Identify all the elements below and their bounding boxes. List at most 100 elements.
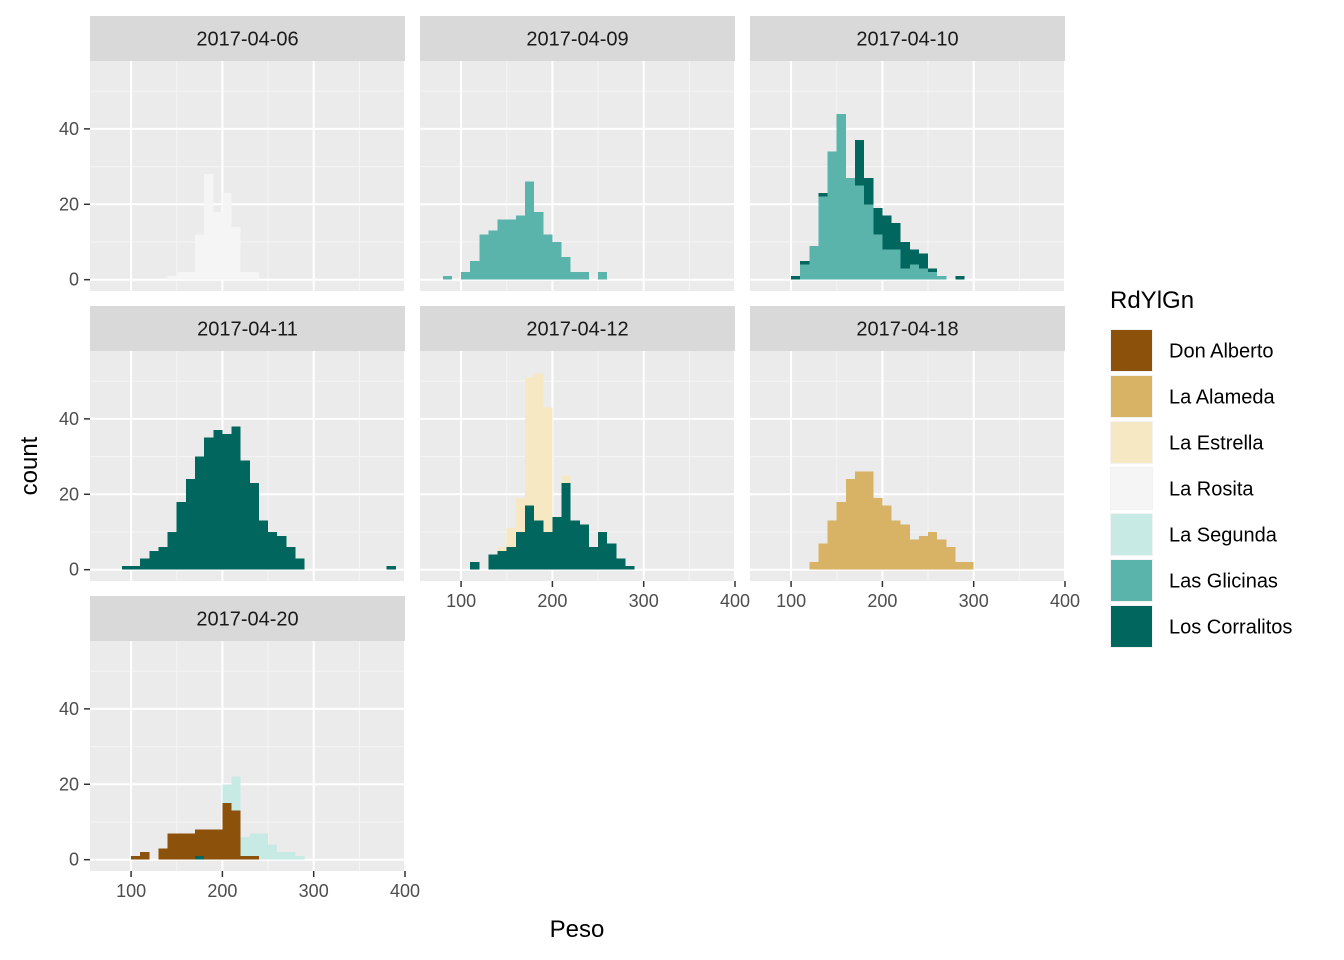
- legend-title: RdYlGn: [1110, 287, 1194, 314]
- histogram-bar: [295, 855, 305, 860]
- histogram-bar: [258, 833, 269, 860]
- histogram-bar: [231, 226, 241, 280]
- histogram-bar: [286, 547, 296, 570]
- histogram-bar: [167, 833, 177, 860]
- histogram-bar: [295, 558, 305, 570]
- x-tick-label: 200: [207, 881, 237, 901]
- facet-panels: 2017-04-06 0 20 40 2017-04-09 2017-04-10 2017-…: [59, 16, 1080, 901]
- histogram-bar: [552, 241, 562, 280]
- histogram-bar: [506, 547, 516, 570]
- histogram-bar: [497, 547, 507, 551]
- facet-strip-label: 2017-04-12: [526, 319, 628, 341]
- histogram-bar: [891, 249, 901, 280]
- facet-strip: [420, 306, 735, 351]
- histogram-bar: [167, 275, 177, 280]
- histogram-bar: [515, 215, 525, 280]
- histogram-bar: [561, 257, 571, 280]
- legend-swatch: [1111, 422, 1152, 463]
- histogram-bar: [121, 565, 132, 570]
- histogram-bar: [479, 234, 489, 280]
- histogram-bar: [937, 539, 947, 570]
- histogram-bar: [176, 501, 186, 570]
- histogram-bar: [195, 829, 205, 856]
- facet-panel: 2017-04-20 0 20 40 100 200 300 400: [59, 596, 420, 901]
- histogram-bar: [946, 547, 956, 570]
- histogram-bar: [488, 230, 498, 280]
- histogram-bar: [240, 837, 250, 856]
- histogram-bar: [561, 482, 571, 570]
- histogram-bar: [185, 479, 195, 570]
- histogram-bar: [891, 520, 901, 570]
- histogram-bar: [809, 245, 819, 280]
- facet-strip: [750, 306, 1065, 351]
- histogram-bar: [882, 215, 892, 250]
- histogram-bar: [497, 219, 507, 280]
- histogram-bar: [158, 848, 168, 860]
- histogram-bar: [561, 475, 571, 483]
- histogram-bar: [864, 177, 874, 205]
- histogram-bar: [598, 272, 608, 280]
- histogram-bar: [140, 558, 150, 570]
- facet-panel: 2017-04-11 0 20 40: [59, 306, 406, 581]
- legend-label: Las Glicinas: [1169, 571, 1278, 593]
- histogram-bar: [909, 539, 919, 570]
- histogram-bar: [809, 562, 819, 570]
- x-tick-label: 100: [776, 591, 806, 611]
- histogram-bar: [213, 211, 223, 280]
- histogram-bar: [195, 855, 205, 860]
- histogram-bar: [231, 810, 241, 860]
- histogram-bar: [534, 211, 544, 280]
- facet-strip-label: 2017-04-18: [856, 319, 958, 341]
- histogram-bar: [928, 272, 938, 280]
- histogram-bar: [515, 498, 525, 532]
- y-tick-label: 20: [59, 774, 79, 794]
- histogram-bar: [845, 479, 855, 570]
- facet-strip-label: 2017-04-10: [856, 29, 958, 51]
- x-axis-title: Peso: [550, 916, 605, 943]
- x-tick-label: 100: [446, 591, 476, 611]
- histogram-bar: [515, 531, 525, 570]
- facet-panel: 2017-04-12 100 200 300 400: [420, 306, 750, 611]
- y-tick-label: 40: [59, 699, 79, 719]
- histogram-bar: [625, 565, 635, 570]
- histogram-bar: [918, 268, 929, 280]
- y-tick-label: 20: [59, 484, 79, 504]
- histogram-bar: [195, 234, 205, 280]
- histogram-bar: [140, 852, 150, 860]
- histogram-bar: [900, 268, 910, 280]
- legend-swatch: [1111, 560, 1152, 601]
- histogram-bar: [195, 456, 205, 570]
- histogram-bar: [918, 253, 929, 269]
- histogram-bar: [534, 373, 544, 521]
- facet-strip-label: 2017-04-09: [526, 29, 628, 51]
- histogram-bar: [900, 241, 910, 269]
- legend-label: Don Alberto: [1169, 341, 1274, 363]
- histogram-bar: [818, 192, 828, 197]
- histogram-bar: [231, 776, 241, 811]
- legend-label: La Estrella: [1169, 433, 1264, 455]
- histogram-bar: [277, 535, 287, 570]
- histogram-bar: [588, 547, 599, 570]
- legend-swatch: [1111, 606, 1152, 647]
- histogram-bar: [845, 177, 855, 280]
- histogram-bar: [231, 426, 241, 570]
- histogram-bar: [488, 554, 498, 570]
- x-tick-label: 300: [629, 591, 659, 611]
- histogram-bar: [855, 471, 865, 570]
- histogram-bar: [176, 272, 186, 280]
- histogram-bar: [928, 531, 938, 570]
- histogram-bar: [937, 275, 947, 280]
- histogram-bar: [800, 264, 810, 280]
- y-tick-label: 20: [59, 194, 79, 214]
- plot-background: [90, 61, 405, 291]
- histogram-bar: [882, 249, 892, 280]
- histogram-bar: [909, 264, 919, 280]
- histogram-bar: [900, 524, 910, 570]
- facet-panel: 2017-04-09: [420, 16, 736, 291]
- histogram-bar: [249, 272, 259, 280]
- facet-strip: [90, 306, 405, 351]
- histogram-bar: [176, 833, 186, 860]
- histogram-bar: [855, 140, 865, 186]
- histogram-bar: [873, 208, 883, 235]
- histogram-bar: [818, 543, 828, 570]
